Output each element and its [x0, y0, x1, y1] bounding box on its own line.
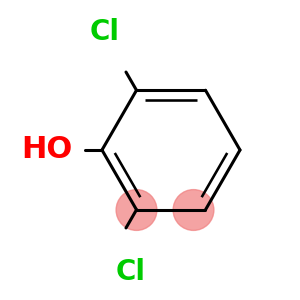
Text: Cl: Cl: [90, 17, 120, 46]
Text: Cl: Cl: [116, 257, 146, 286]
Circle shape: [173, 190, 214, 230]
Text: HO: HO: [21, 136, 72, 164]
Circle shape: [116, 190, 157, 230]
